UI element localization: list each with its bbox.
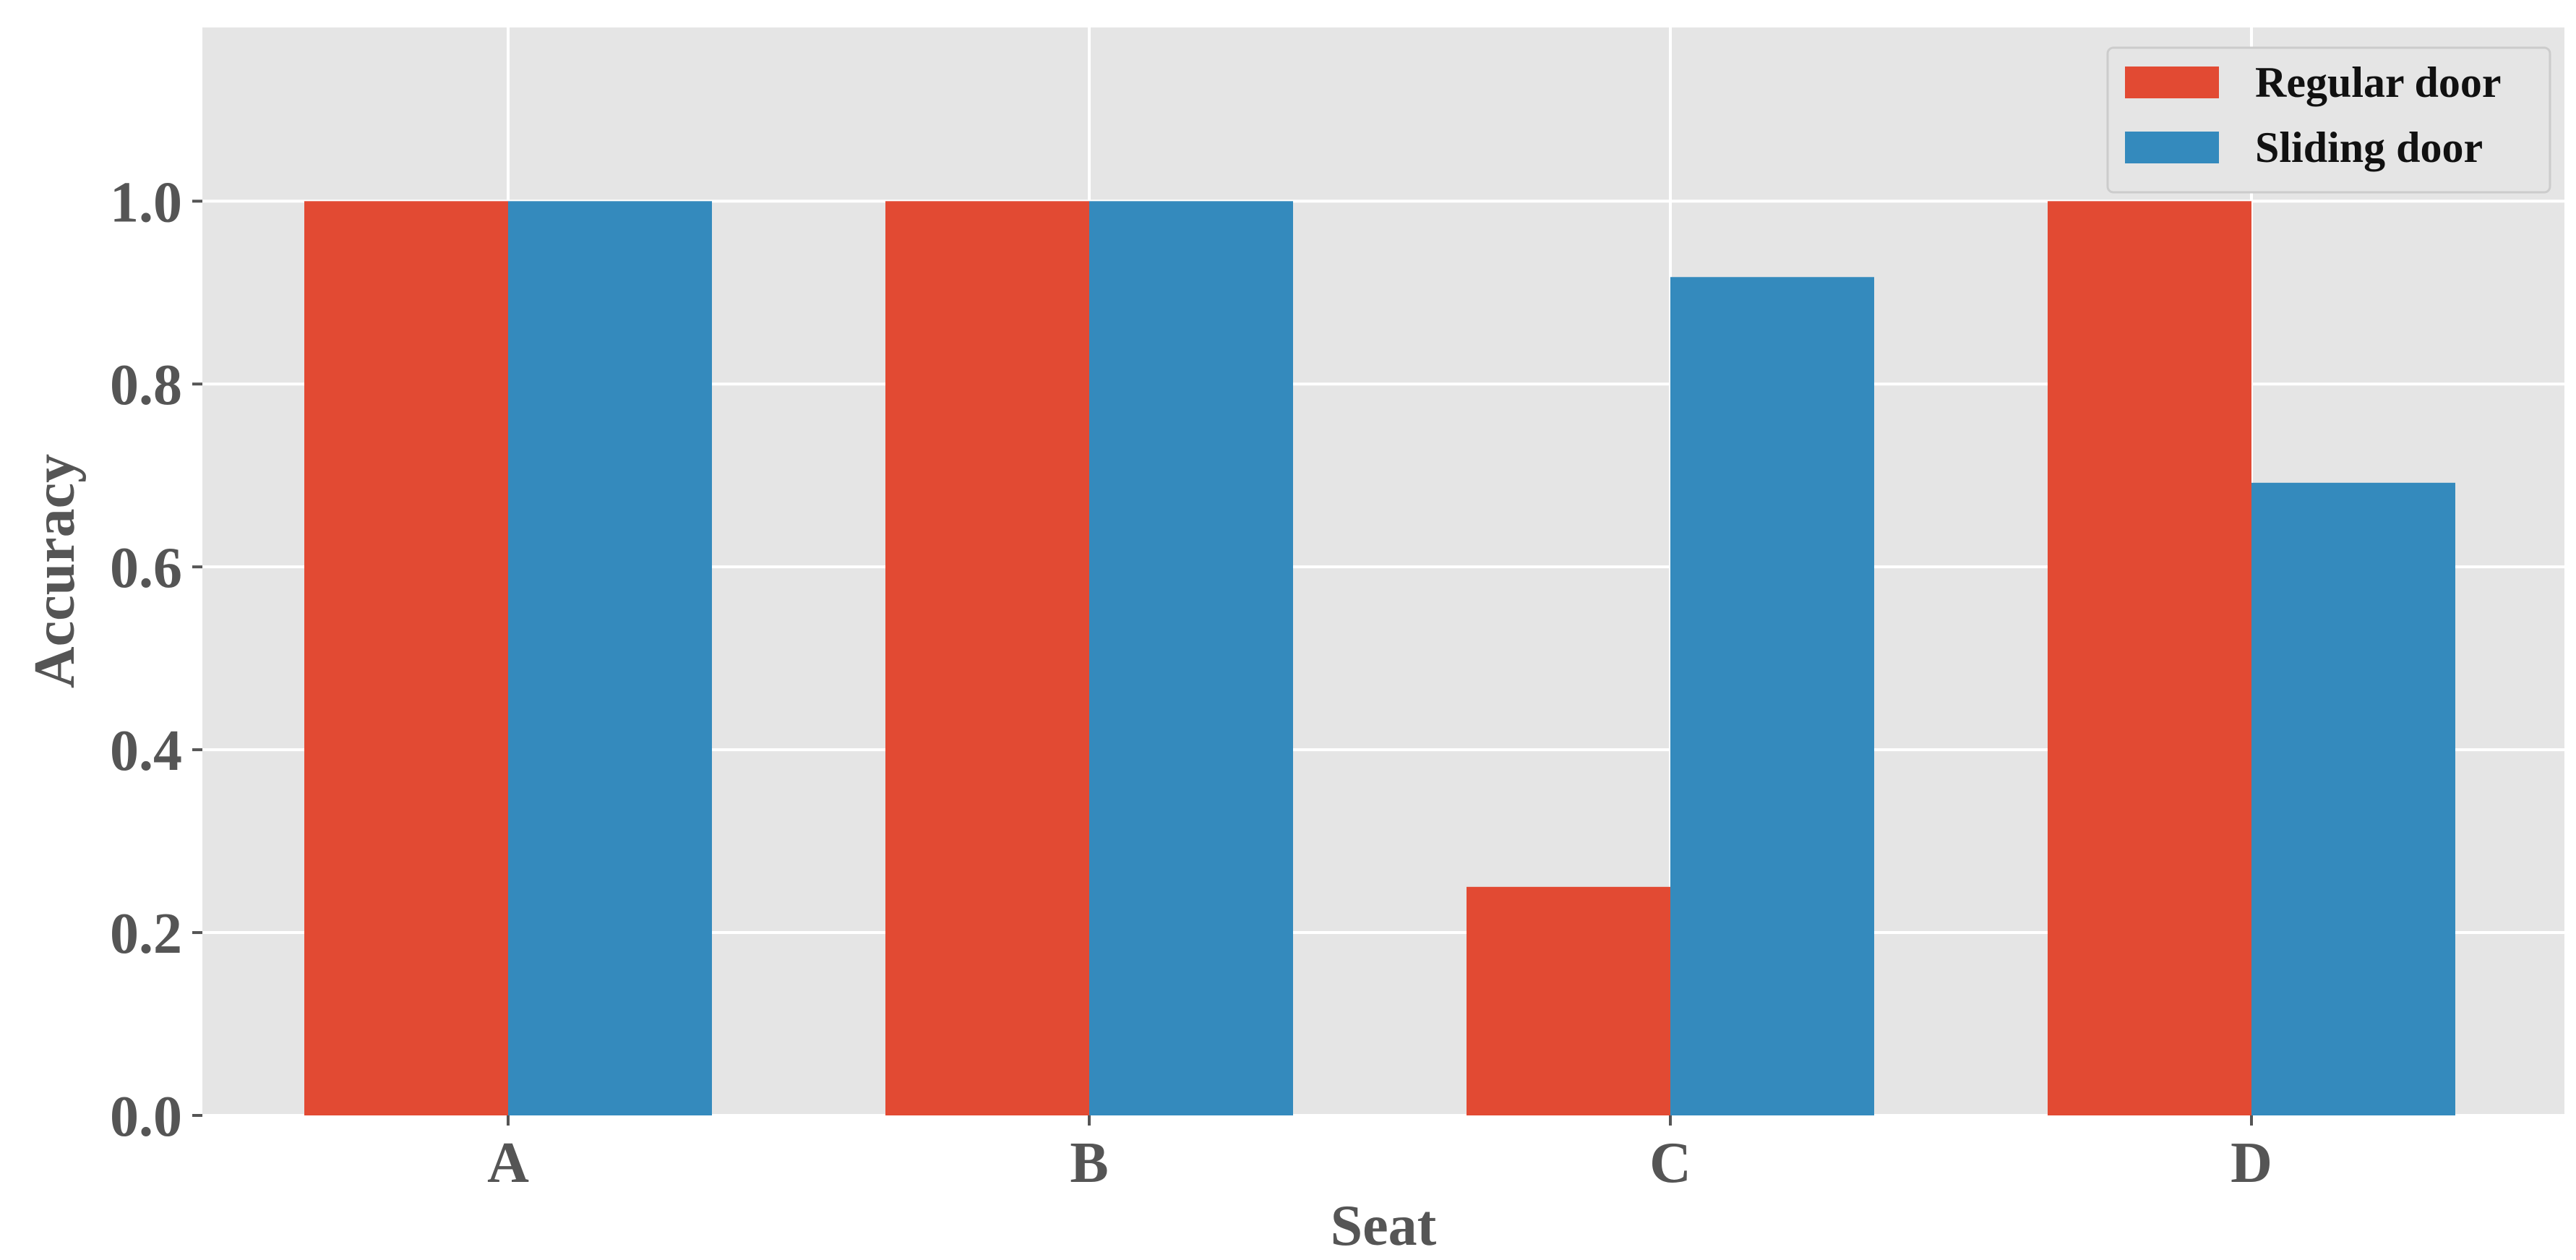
y-tick-label: 1.0	[110, 171, 182, 234]
bar-d-regular-door	[2048, 201, 2251, 1115]
y-tick-label: 0.2	[110, 902, 182, 966]
y-axis-ticks: 0.0 0.2 0.4 0.6 0.8 1.0	[110, 171, 202, 1149]
legend: Regular door Sliding door	[2106, 46, 2551, 194]
y-tick-label: 0.8	[110, 353, 182, 417]
y-axis-label: Accuracy	[23, 454, 87, 688]
bar-a-regular-door	[304, 201, 508, 1115]
legend-label: Regular door	[2255, 59, 2502, 106]
legend-swatch	[2125, 67, 2219, 98]
x-tick-label: B	[1070, 1131, 1108, 1195]
bar-c-sliding-door	[1670, 277, 1874, 1116]
bar-a-sliding-door	[508, 201, 712, 1115]
x-tick-label: A	[487, 1131, 529, 1195]
x-axis-label: Seat	[1331, 1194, 1437, 1258]
x-tick-label: C	[1649, 1131, 1691, 1195]
bar-d-sliding-door	[2251, 482, 2455, 1115]
y-tick-label: 0.6	[110, 536, 182, 600]
bar-c-regular-door	[1467, 886, 1670, 1115]
legend-label: Sliding door	[2255, 124, 2483, 171]
bar-b-sliding-door	[1089, 201, 1293, 1115]
bar-b-regular-door	[885, 201, 1089, 1115]
y-tick-label: 0.0	[110, 1085, 182, 1149]
legend-swatch	[2125, 132, 2219, 163]
y-tick-label: 0.4	[110, 719, 182, 783]
x-axis-ticks: A B C D	[487, 1115, 2272, 1195]
x-tick-label: D	[2231, 1131, 2272, 1195]
bars	[304, 201, 2455, 1116]
